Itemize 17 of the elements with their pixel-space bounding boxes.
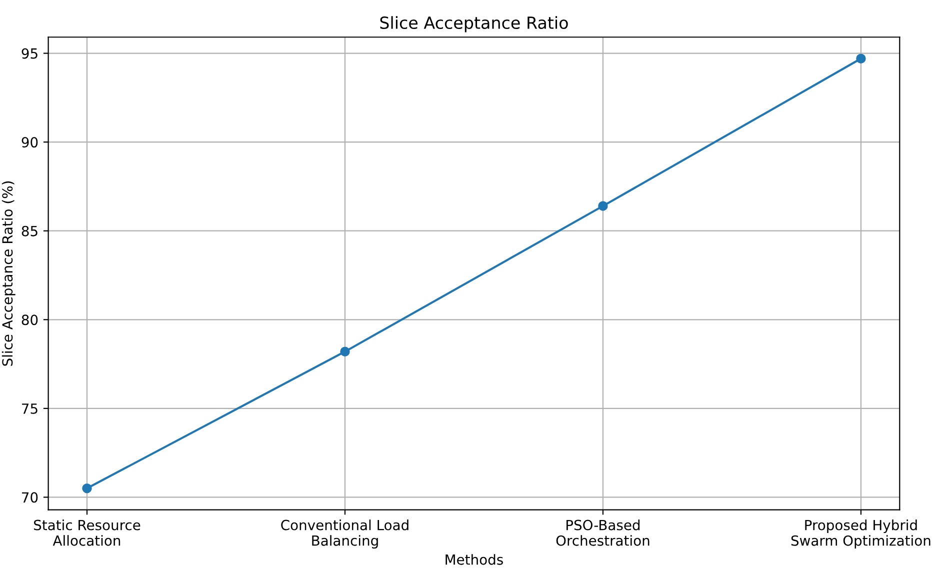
y-tick-label: 85	[22, 226, 38, 236]
y-tick-label: 95	[22, 48, 38, 59]
y-tick-label: 75	[22, 404, 38, 414]
point	[82, 483, 92, 494]
point	[856, 54, 866, 64]
x-tick-label: Static Resource Allocation	[34, 520, 140, 546]
y-tick-label: 70	[22, 492, 38, 503]
x-tick-label: PSO-Based Orchestration	[556, 520, 650, 546]
x-tick-label: Proposed Hybrid Swarm Optimization	[791, 520, 930, 549]
chart-title: Slice Acceptance Ratio	[380, 16, 568, 32]
point	[598, 201, 608, 211]
x-tick-label: Conventional Load Balancing	[281, 520, 408, 549]
y-axis-title: Slice Acceptance Ratio (%)	[2, 181, 16, 366]
y-tick-label: 90	[22, 137, 38, 148]
y-tick-label: 80	[22, 314, 38, 326]
x-axis-title: Methods	[446, 554, 503, 565]
point	[340, 346, 350, 356]
